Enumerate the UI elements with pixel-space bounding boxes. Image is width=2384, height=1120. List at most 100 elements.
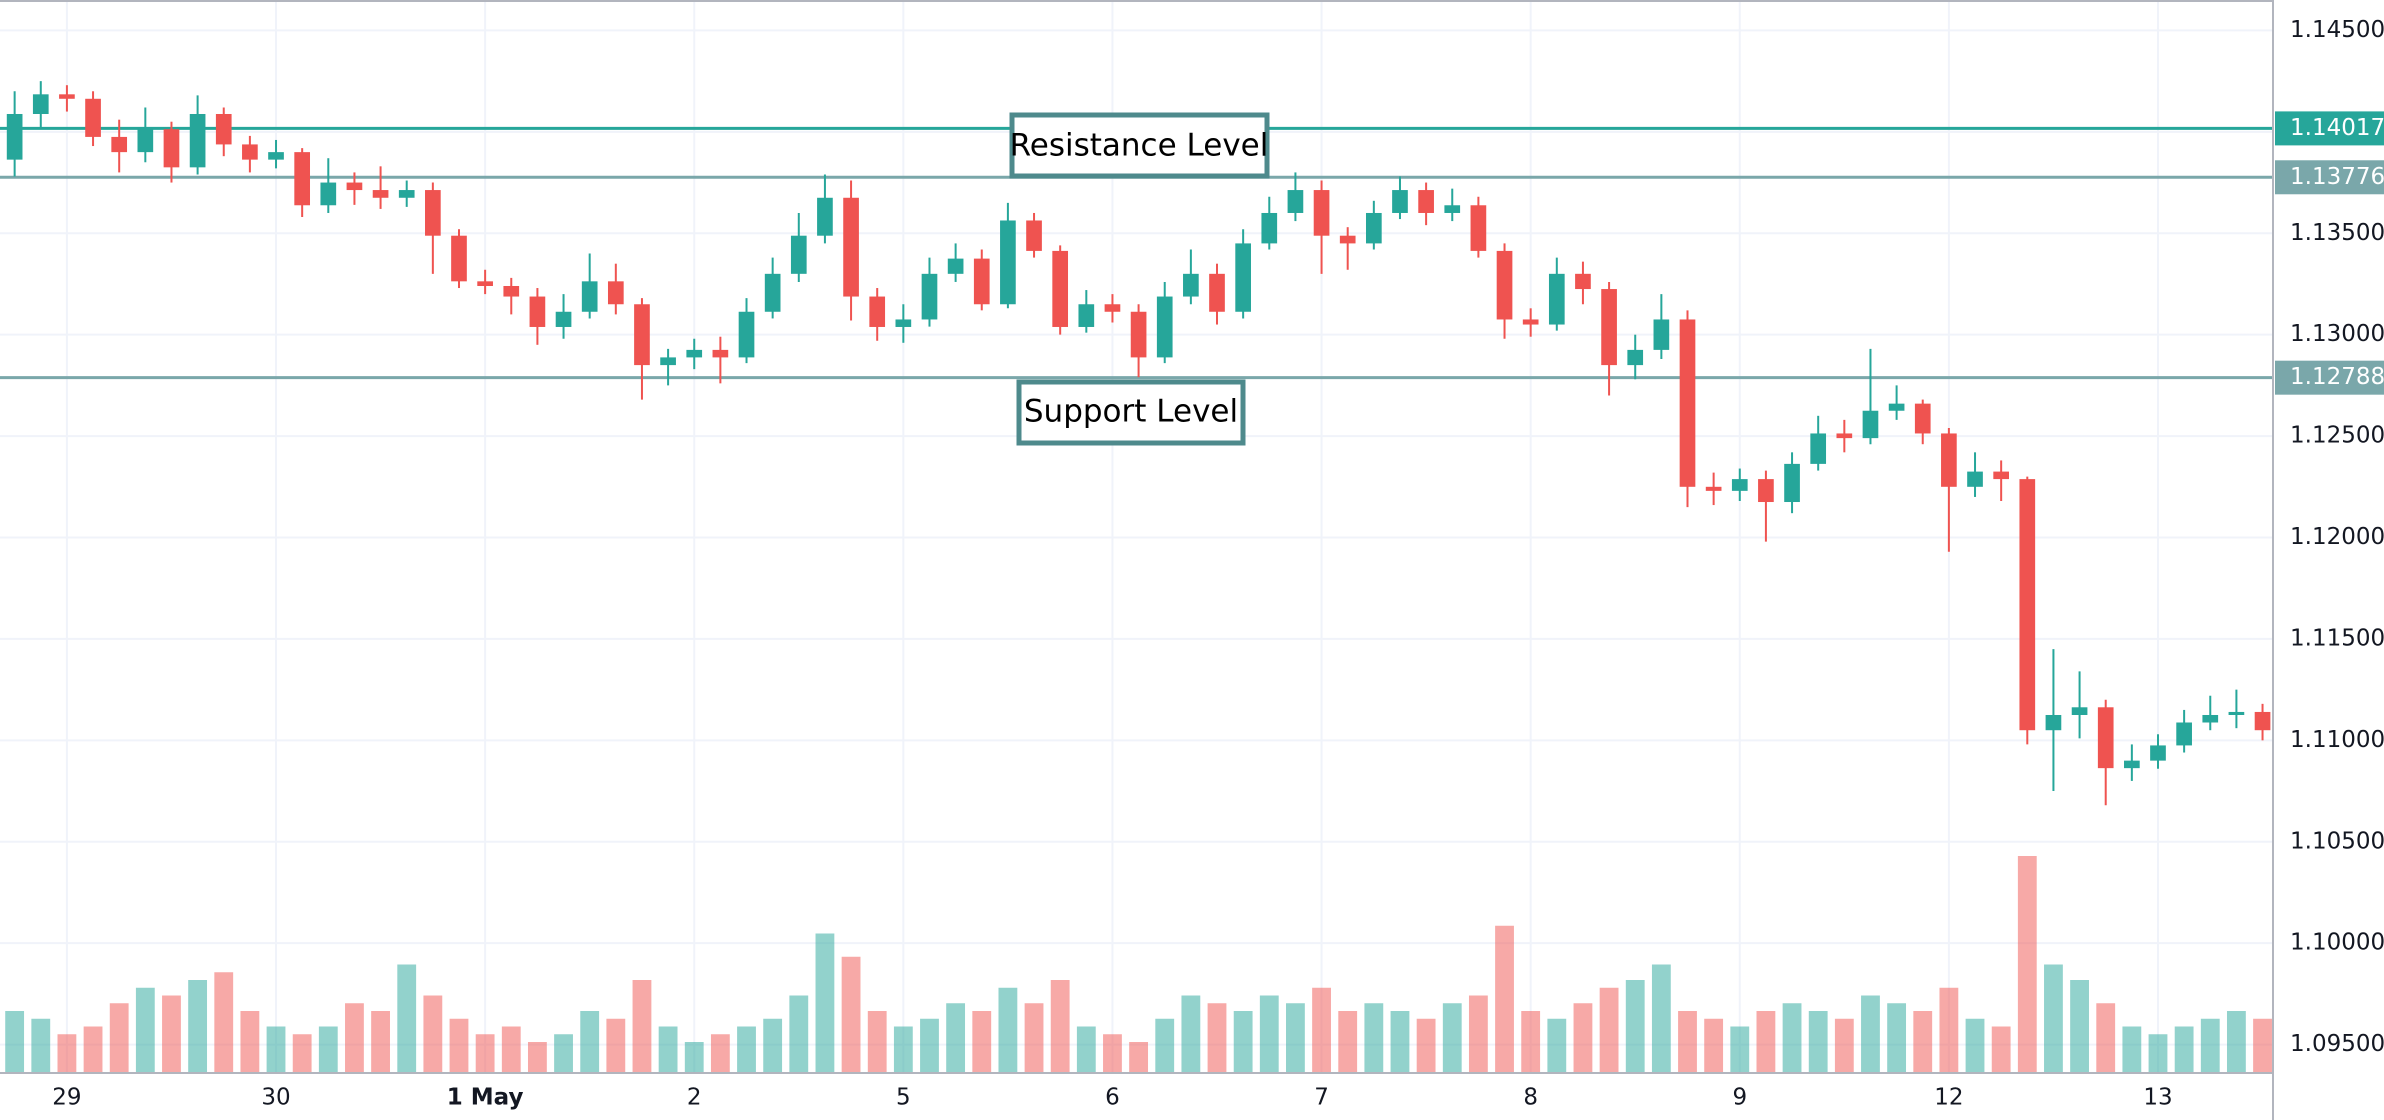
candle-body	[2202, 714, 2219, 723]
x-tick-label: 7	[1314, 1085, 1329, 1111]
volume-bar	[1076, 1026, 1096, 1073]
y-tick-label: 1.13000	[2290, 321, 2384, 347]
volume-bar	[1547, 1018, 1567, 1073]
volume-bar	[1782, 1003, 1802, 1073]
volume-bar	[2148, 1034, 2168, 1073]
candle-body	[2228, 711, 2245, 715]
level-label-bg	[2275, 360, 2384, 395]
candle-body	[1522, 319, 1539, 325]
x-tick-label: 8	[1523, 1085, 1538, 1111]
candle-body	[607, 281, 624, 305]
candle-body	[1130, 311, 1147, 358]
candle-body	[215, 113, 232, 145]
candle-body	[817, 197, 833, 236]
volume-bar	[5, 1011, 25, 1073]
volume-bar	[606, 1018, 626, 1073]
x-tick-label: 9	[1732, 1085, 1747, 1111]
volume-bar	[1913, 1011, 1933, 1073]
candle-body	[503, 285, 520, 297]
volume-bar	[318, 1026, 338, 1073]
volume-bar	[946, 1003, 966, 1073]
volume-bar	[2070, 980, 2089, 1073]
volume-bar	[2200, 1018, 2220, 1073]
candle-body	[2045, 714, 2062, 731]
candle-body	[32, 94, 49, 114]
volume-bar	[1129, 1042, 1149, 1073]
volume-bar	[345, 1003, 364, 1073]
candle-body	[1627, 349, 1644, 366]
candle-body	[634, 304, 650, 366]
volume-bar	[1678, 1011, 1697, 1073]
candle-body	[1836, 433, 1853, 439]
level-label-bg	[2275, 111, 2384, 146]
y-tick-label: 1.13500	[2290, 220, 2384, 246]
candle-body	[1026, 220, 1042, 251]
candle-body	[320, 182, 337, 206]
candle-body	[1548, 273, 1565, 325]
candle-body	[268, 152, 284, 160]
y-tick-label: 1.11000	[2290, 727, 2384, 753]
candle-body	[1339, 235, 1356, 244]
candle-body	[2097, 707, 2114, 769]
annotation: Resistance Level	[1010, 128, 1269, 164]
volume-bar	[554, 1034, 573, 1073]
volume-bar	[1573, 1003, 1593, 1073]
candle-body	[1653, 319, 1670, 350]
candle-body	[59, 94, 75, 99]
volume-bar	[815, 933, 835, 1073]
volume-bar	[2122, 1026, 2142, 1073]
volume-bar	[841, 956, 861, 1073]
volume-bar	[240, 1011, 260, 1073]
candle-body	[2071, 707, 2088, 715]
volume-bar	[1364, 1003, 1384, 1073]
annotation: Support Level	[1024, 394, 1238, 430]
volume-bar	[449, 1018, 469, 1073]
candle-body	[869, 296, 886, 327]
volume-bar	[2253, 1018, 2272, 1073]
candle-body	[1052, 250, 1069, 327]
volume-bar	[1599, 987, 1619, 1073]
candle-body	[1810, 433, 1827, 464]
volume-bar	[1468, 995, 1488, 1073]
candle-body	[1967, 471, 1983, 487]
volume-bar	[501, 1026, 521, 1073]
candle-body	[189, 113, 206, 168]
volume-bar	[1939, 987, 1959, 1073]
candle-body	[1993, 471, 2010, 480]
volume-bar	[1338, 1011, 1358, 1073]
candle-body	[1444, 205, 1461, 213]
volume-bar	[1834, 1018, 1854, 1073]
y-tick-label: 1.10000	[2290, 930, 2384, 956]
candle-body	[686, 349, 703, 358]
volume-bar	[266, 1026, 286, 1073]
level-label: 1.13776	[2290, 164, 2384, 190]
candle-body	[973, 258, 990, 305]
annotation-box	[1016, 379, 1246, 446]
candle-body	[2254, 711, 2271, 731]
volume-bar	[2174, 1026, 2194, 1073]
volume-bar	[1286, 1003, 1305, 1073]
candle-body	[947, 258, 964, 274]
volume-bar	[658, 1026, 678, 1073]
candle-body	[895, 319, 912, 327]
volume-bar	[1808, 1011, 1828, 1073]
candle-body	[1418, 190, 1434, 213]
volume-bar	[920, 1018, 939, 1073]
volume-bar	[1965, 1018, 1985, 1073]
candle-body	[1705, 486, 1722, 491]
volume-bar	[83, 1026, 103, 1073]
volume-bar	[789, 995, 809, 1073]
candle-body	[477, 281, 493, 286]
y-tick-label: 1.14500	[2290, 17, 2384, 43]
candle-body	[1104, 304, 1121, 312]
candle-body	[111, 136, 128, 153]
volume-bar	[1233, 1011, 1253, 1073]
y-tick-label: 1.12500	[2290, 423, 2384, 449]
level-label: 1.12788	[2290, 364, 2384, 390]
volume-bar	[31, 1018, 51, 1073]
volume-bar	[893, 1026, 913, 1073]
x-tick-label: 6	[1105, 1085, 1120, 1111]
candle-body	[1758, 479, 1774, 503]
